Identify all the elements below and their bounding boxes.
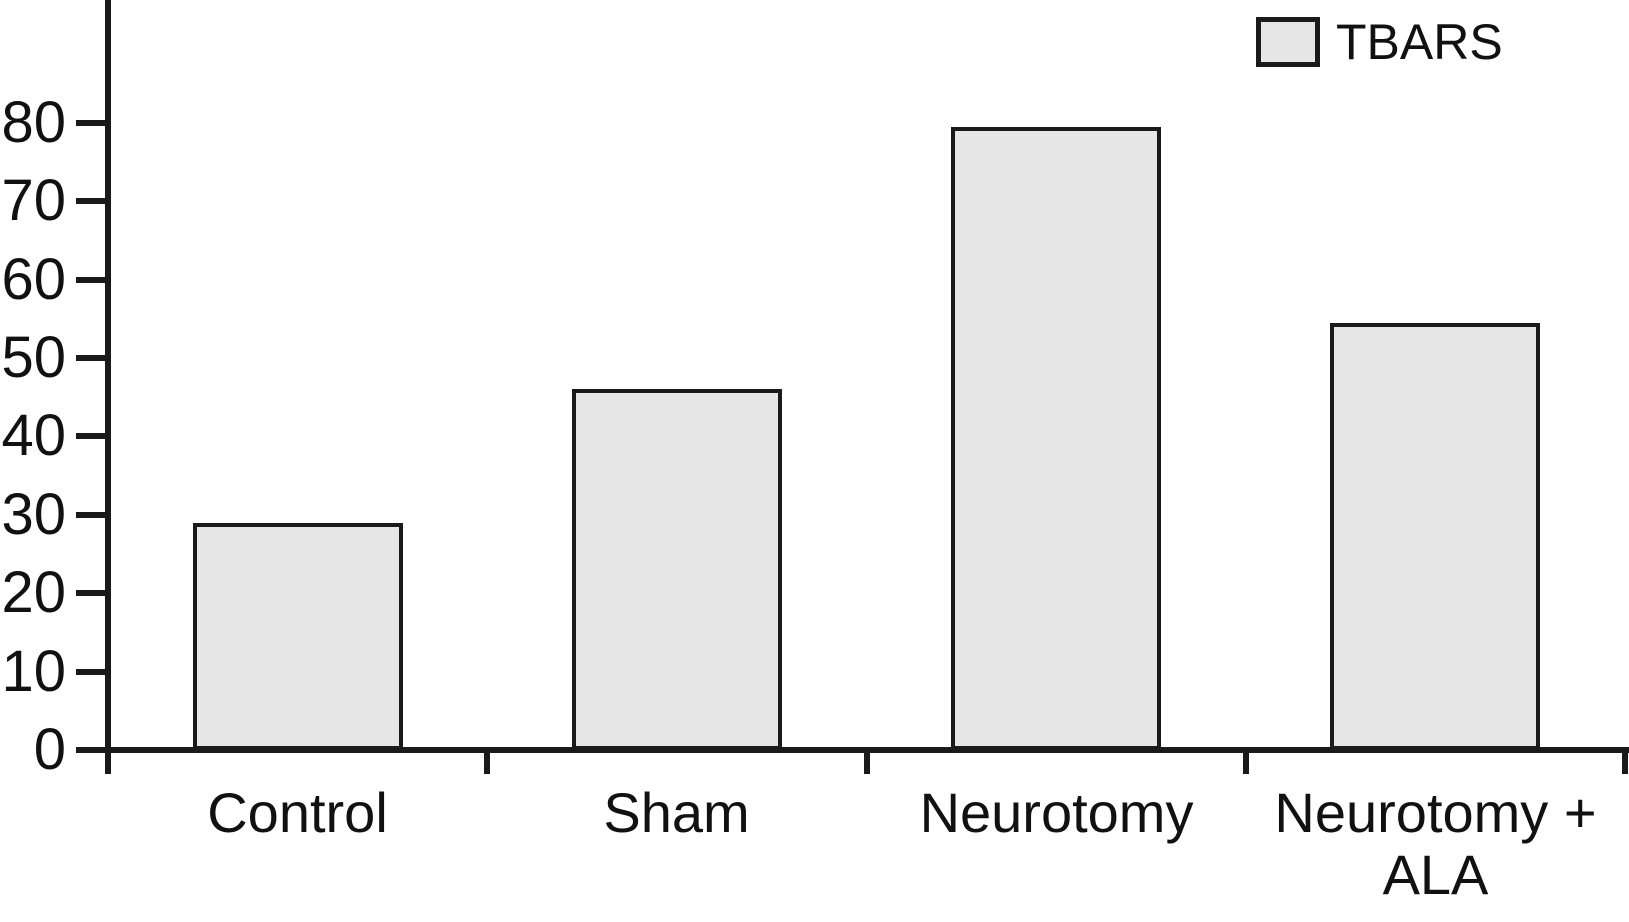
x-boundary-tick-mark <box>1622 750 1628 774</box>
bar-sham <box>572 389 782 750</box>
y-tick-mark <box>76 433 108 440</box>
y-tick-mark <box>76 355 108 361</box>
y-tick-label: 30 <box>1 481 66 547</box>
legend-series-label: TBARS <box>1336 14 1503 70</box>
x-axis-line <box>78 747 1629 753</box>
x-boundary-tick-mark <box>105 750 111 774</box>
x-boundary-tick-mark <box>484 750 491 774</box>
y-tick-mark <box>76 198 108 205</box>
y-tick-label: 50 <box>1 325 66 390</box>
y-tick-mark <box>76 590 108 597</box>
y-tick-label: 80 <box>1 89 66 155</box>
y-tick-mark <box>76 747 108 753</box>
x-category-label-neurotomy: Neurotomy <box>919 781 1194 844</box>
bar-control <box>193 523 403 750</box>
y-tick-label: 0 <box>33 717 66 782</box>
legend: TBARS <box>1256 13 1503 71</box>
y-tick-mark <box>76 119 108 126</box>
bar-neurotomy-ala <box>1330 323 1540 750</box>
y-tick-mark <box>76 276 108 283</box>
y-tick-label: 60 <box>1 246 66 312</box>
legend-swatch-icon <box>1256 17 1320 67</box>
y-tick-label: 40 <box>1 403 66 469</box>
x-category-label-neurotomy-ala: Neurotomy + ALA <box>1274 781 1597 906</box>
x-boundary-tick-mark <box>863 750 870 774</box>
bar-neurotomy <box>951 127 1161 750</box>
y-axis-line <box>105 0 111 774</box>
x-category-label-control: Control <box>207 781 388 844</box>
x-category-label-sham: Sham <box>603 781 750 844</box>
y-tick-label: 10 <box>1 638 66 704</box>
y-tick-label: 70 <box>1 168 66 234</box>
y-tick-label: 20 <box>1 560 66 626</box>
y-tick-mark <box>76 668 108 675</box>
x-boundary-tick-mark <box>1242 750 1249 774</box>
y-tick-mark <box>76 511 108 518</box>
